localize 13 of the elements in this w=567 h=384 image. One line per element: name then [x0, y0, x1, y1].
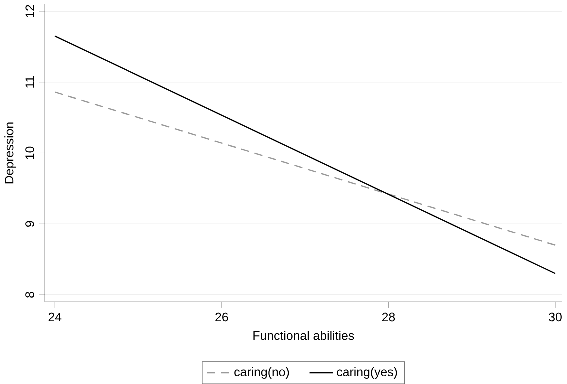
- y-tick-label: 9: [26, 221, 34, 227]
- y-tick-label: 8: [26, 292, 34, 298]
- x-tick-label: 26: [216, 312, 228, 322]
- y-tick-label: 10: [26, 146, 34, 160]
- x-tick-label: 24: [48, 312, 62, 322]
- legend-label: caring(yes): [337, 367, 398, 379]
- y-axis-title: Depression: [4, 122, 16, 184]
- x-tick-label: 28: [382, 312, 396, 322]
- y-tick-label: 11: [26, 76, 34, 88]
- y-tick-label: 12: [26, 5, 34, 18]
- legend-label: caring(no): [234, 367, 290, 379]
- x-axis-title: Functional abilities: [254, 330, 354, 340]
- x-tick-label: 30: [549, 312, 562, 322]
